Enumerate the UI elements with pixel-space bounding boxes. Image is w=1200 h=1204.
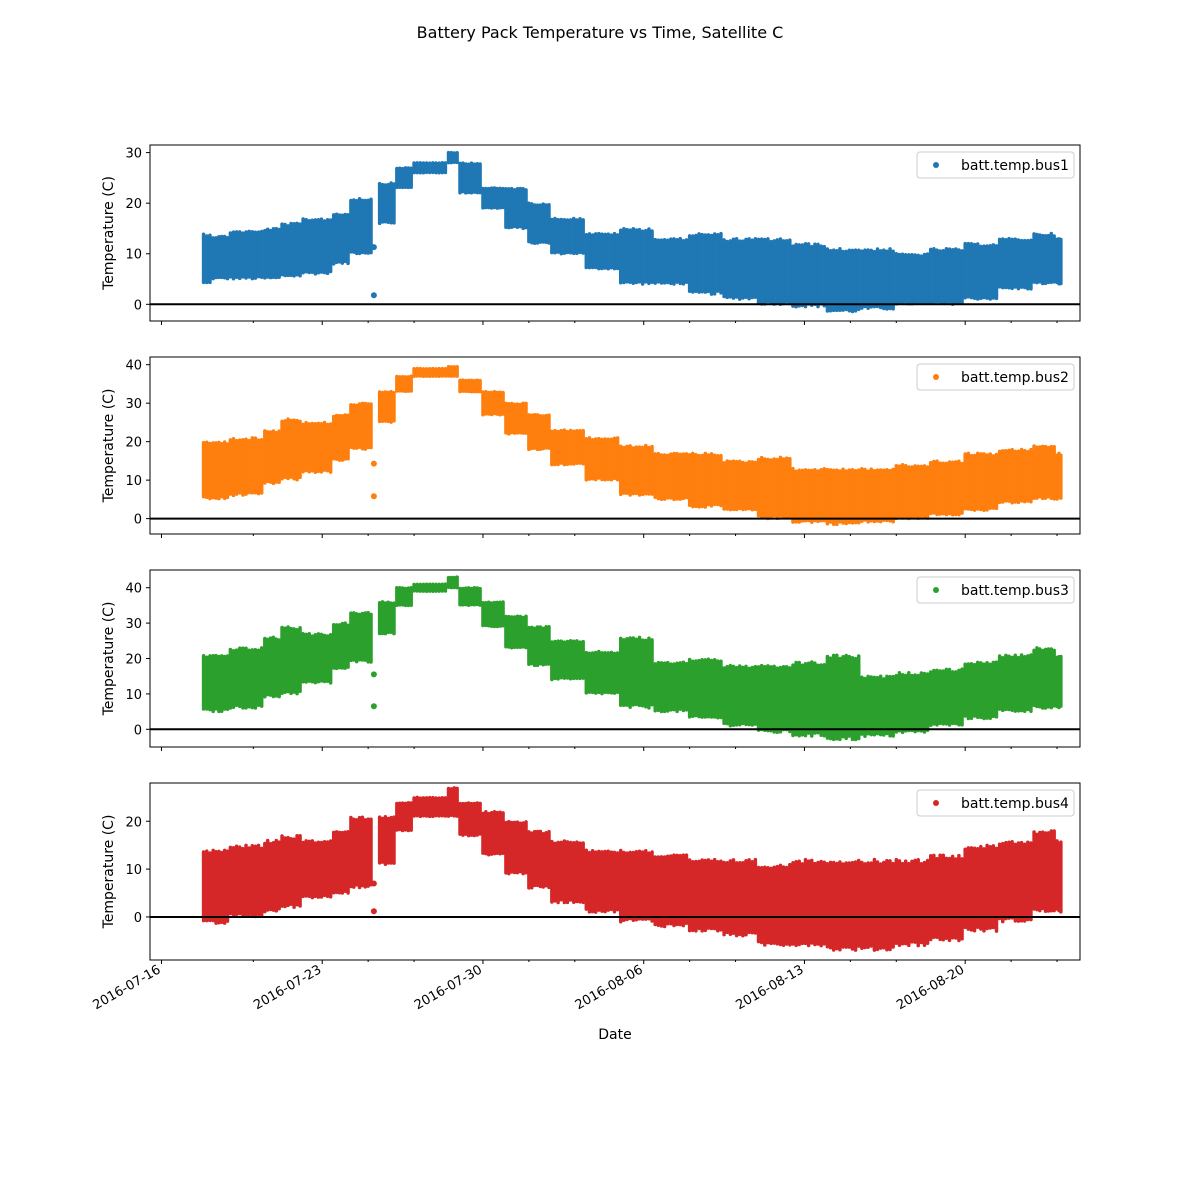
legend-box: [916, 363, 1075, 391]
x-tick-label: 2016-08-20: [894, 962, 967, 1013]
y-tick-label: 20: [125, 197, 142, 212]
x-tick-label: 2016-07-16: [91, 962, 164, 1013]
x-tick-label: 2016-07-30: [412, 962, 485, 1013]
x-tick-label: 2016-07-23: [251, 962, 324, 1013]
y-axis-label: Temperature (C): [101, 389, 117, 504]
y-tick-label: 20: [125, 436, 142, 451]
y-axis-label: Temperature (C): [101, 602, 117, 717]
data-point: [370, 908, 377, 915]
x-axis: 2016-07-16 2016-07-23 2016-07-30 2016-08-06…: [91, 962, 968, 1013]
figure-title: Battery Pack Temperature vs Time, Satell…: [417, 23, 784, 42]
legend-label: batt.temp.bus4: [961, 796, 1069, 812]
y-tick-label: 40: [125, 359, 142, 374]
legend-marker: [933, 374, 939, 380]
y-tick-label: 0: [134, 513, 142, 528]
data-point: [370, 292, 377, 299]
data-point: [370, 244, 377, 251]
panel-4: 0 10 20 Temperature (C) batt.temp.bus4: [101, 782, 1081, 964]
data-point: [370, 703, 377, 710]
y-tick-label: 10: [125, 688, 142, 703]
legend: batt.temp.bus4: [916, 789, 1075, 817]
panel-2: 0 10 20 30 40 Temperature (C) batt.temp.bus2: [101, 356, 1081, 538]
legend: batt.temp.bus2: [916, 363, 1075, 391]
axes-frame: [149, 144, 1081, 322]
series-batt.temp.bus4: [201, 786, 1063, 952]
series-batt.temp.bus1: [201, 150, 1063, 314]
axes-frame: [149, 356, 1081, 535]
y-tick-label: 0: [134, 298, 142, 313]
series-batt.temp.bus3: [201, 575, 1063, 742]
y-tick-label: 20: [125, 815, 142, 830]
y-tick-label: 10: [125, 474, 142, 489]
legend: batt.temp.bus3: [916, 576, 1075, 604]
panels: 0 10 20 30 Temperature (C) batt.temp.bus1 0 10 2…: [101, 144, 1081, 964]
legend-box: [916, 789, 1075, 817]
y-tick-label: 0: [134, 723, 142, 738]
legend: batt.temp.bus1: [916, 151, 1075, 179]
y-axis-label: Temperature (C): [101, 176, 117, 291]
x-axis-label: Date: [598, 1027, 631, 1043]
legend-marker: [933, 162, 939, 168]
legend-box: [916, 576, 1075, 604]
y-tick-label: 10: [125, 863, 142, 878]
y-tick-label: 40: [125, 582, 142, 597]
data-point: [370, 880, 377, 887]
y-tick-label: 10: [125, 248, 142, 263]
data-point: [370, 671, 377, 678]
y-tick-label: 30: [125, 617, 142, 632]
legend-label: batt.temp.bus3: [961, 583, 1069, 599]
y-tick-label: 30: [125, 147, 142, 162]
legend-label: batt.temp.bus2: [961, 370, 1069, 386]
legend-box: [916, 151, 1075, 179]
data-point: [370, 460, 377, 467]
y-tick-label: 0: [134, 911, 142, 926]
panel-3: 0 10 20 30 40 Temperature (C) batt.temp.bus3: [101, 569, 1081, 751]
y-axis-label: Temperature (C): [101, 815, 117, 930]
y-tick-label: 30: [125, 397, 142, 412]
series-batt.temp.bus2: [201, 364, 1063, 527]
x-tick-label: 2016-08-06: [573, 962, 646, 1013]
legend-marker: [933, 587, 939, 593]
legend-label: batt.temp.bus1: [961, 158, 1069, 174]
axes-frame: [149, 782, 1081, 961]
data-point: [370, 493, 377, 500]
panel-1: 0 10 20 30 Temperature (C) batt.temp.bus1: [101, 144, 1081, 325]
legend-marker: [933, 800, 939, 806]
y-tick-label: 20: [125, 653, 142, 668]
x-tick-label: 2016-08-13: [734, 962, 807, 1013]
